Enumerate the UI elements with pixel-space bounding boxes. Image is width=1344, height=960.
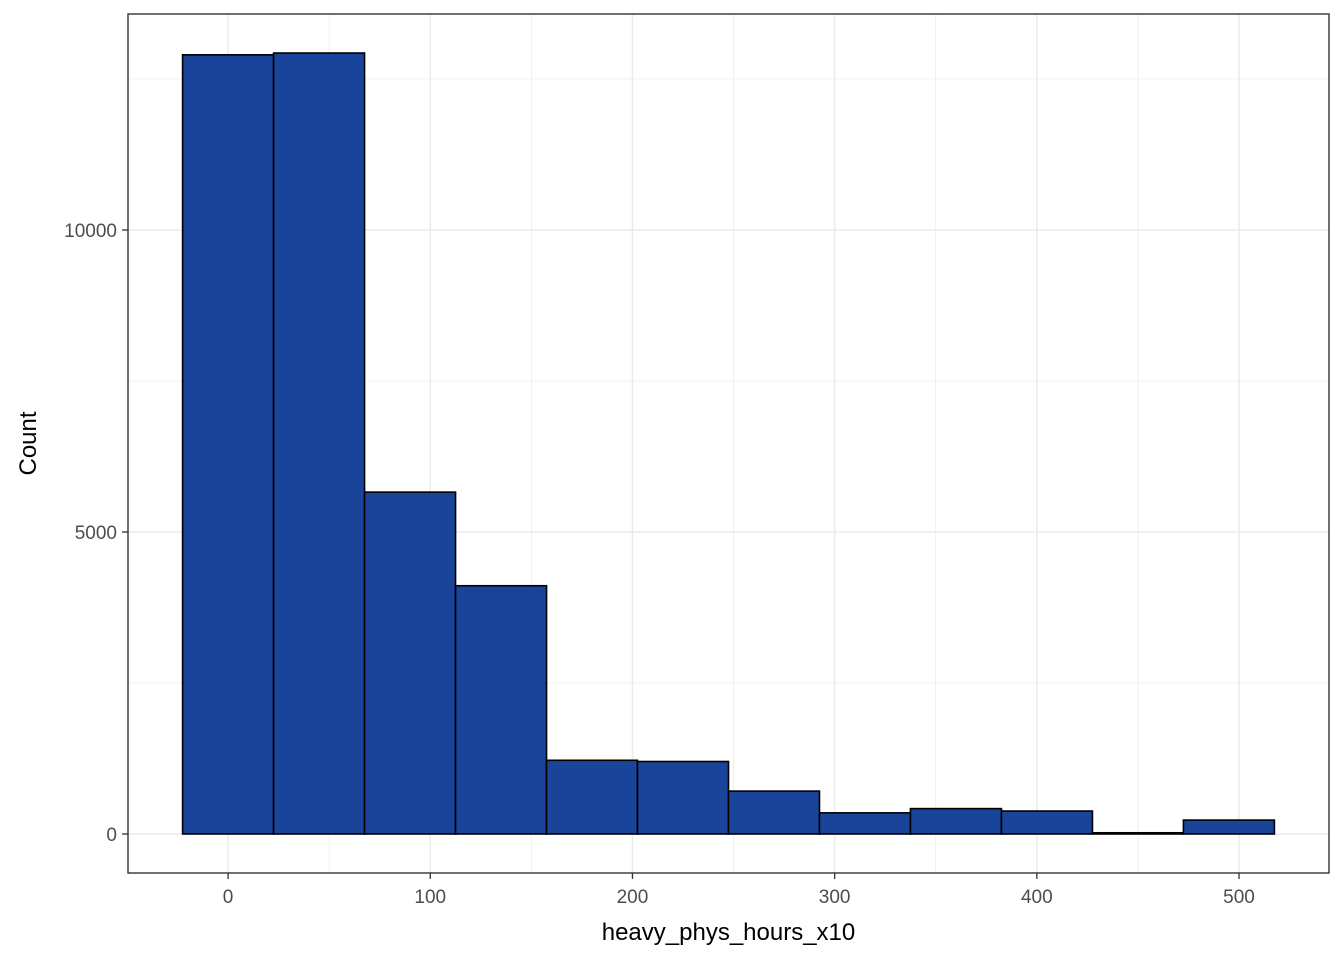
x-tick-label: 200 xyxy=(617,887,649,908)
histogram-bar xyxy=(272,52,366,835)
histogram-bar xyxy=(818,812,912,835)
histogram-bar xyxy=(909,807,1003,835)
x-tick-label: 500 xyxy=(1223,887,1255,908)
histogram-bar xyxy=(1000,810,1094,835)
histogram-bar xyxy=(363,491,457,835)
y-tick-label: 5000 xyxy=(75,523,117,544)
plot-panel-border xyxy=(127,13,1330,874)
x-tick-label: 400 xyxy=(1021,887,1053,908)
y-tick-label: 0 xyxy=(106,825,117,846)
histogram-bar xyxy=(1182,819,1276,835)
x-tick-label: 0 xyxy=(223,887,234,908)
histogram-bar xyxy=(727,790,821,835)
histogram-bar xyxy=(545,759,639,835)
histogram-bars xyxy=(181,52,1276,835)
histogram-bar xyxy=(1091,831,1185,835)
x-tick-label: 100 xyxy=(414,887,446,908)
histogram-bar xyxy=(636,760,730,835)
histogram-bar xyxy=(181,54,275,835)
y-axis-title: Count xyxy=(15,411,42,475)
histogram-bar xyxy=(454,584,548,835)
x-axis-title: heavy_phys_hours_x10 xyxy=(602,919,856,946)
x-tick-label: 300 xyxy=(819,887,851,908)
y-tick-label: 10000 xyxy=(64,221,117,242)
